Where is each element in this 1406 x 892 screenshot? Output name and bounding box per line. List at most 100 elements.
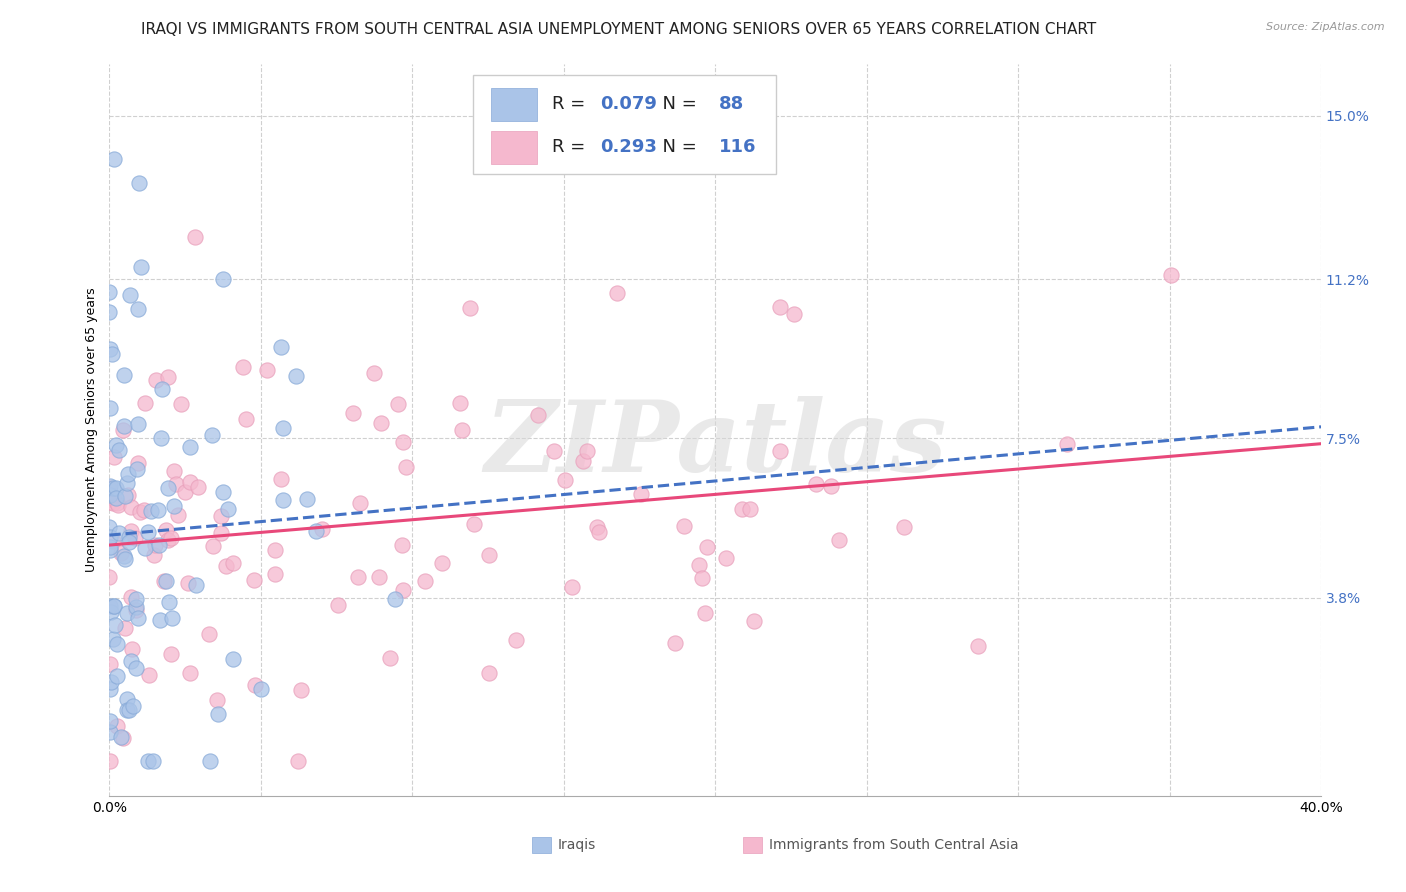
Point bbox=[297, 492, 319, 507]
Point bbox=[127, 611, 149, 625]
Point bbox=[120, 288, 142, 302]
Point bbox=[142, 754, 165, 768]
Point bbox=[98, 494, 121, 508]
Point bbox=[561, 580, 583, 594]
Point bbox=[271, 492, 294, 507]
Point bbox=[543, 443, 565, 458]
Point bbox=[124, 599, 146, 614]
Point bbox=[143, 548, 166, 562]
Point bbox=[347, 570, 370, 584]
Point bbox=[478, 665, 501, 680]
Point bbox=[118, 530, 141, 544]
Point bbox=[527, 408, 550, 422]
Point bbox=[270, 472, 292, 486]
FancyBboxPatch shape bbox=[491, 87, 537, 120]
Point bbox=[114, 489, 136, 503]
Point bbox=[118, 703, 141, 717]
Point bbox=[828, 533, 851, 548]
Point bbox=[782, 306, 804, 320]
Point bbox=[768, 300, 790, 314]
Point bbox=[117, 476, 139, 491]
Point bbox=[378, 650, 401, 665]
Point bbox=[149, 431, 172, 445]
Point bbox=[105, 669, 128, 683]
Point bbox=[127, 417, 149, 431]
Point bbox=[114, 552, 136, 566]
Point bbox=[103, 152, 125, 166]
Point bbox=[163, 464, 186, 478]
Point bbox=[101, 481, 124, 495]
Point bbox=[270, 340, 292, 354]
Point bbox=[1160, 268, 1182, 282]
Point bbox=[163, 500, 186, 514]
Point bbox=[156, 369, 179, 384]
Point bbox=[342, 406, 364, 420]
Point bbox=[98, 599, 121, 613]
Y-axis label: Unemployment Among Seniors over 65 years: Unemployment Among Seniors over 65 years bbox=[86, 287, 98, 572]
Point bbox=[264, 567, 287, 582]
Point bbox=[166, 508, 188, 523]
Point bbox=[690, 571, 713, 585]
Point bbox=[207, 693, 229, 707]
Point bbox=[117, 488, 139, 502]
Point bbox=[395, 459, 418, 474]
Point bbox=[384, 592, 406, 607]
Point bbox=[156, 533, 179, 548]
Point bbox=[264, 543, 287, 558]
Point bbox=[134, 396, 156, 410]
Text: Iraqis: Iraqis bbox=[558, 838, 596, 852]
Point bbox=[209, 525, 232, 540]
Point bbox=[98, 401, 121, 415]
Point bbox=[112, 418, 135, 433]
Point bbox=[740, 502, 762, 516]
Point bbox=[695, 606, 717, 620]
Text: Immigrants from South Central Asia: Immigrants from South Central Asia bbox=[769, 838, 1018, 852]
Point bbox=[98, 570, 121, 584]
Point bbox=[136, 754, 159, 768]
Point bbox=[132, 503, 155, 517]
Point bbox=[413, 574, 436, 588]
Point bbox=[179, 475, 201, 489]
Point bbox=[122, 699, 145, 714]
Point bbox=[128, 505, 150, 519]
Point bbox=[716, 551, 738, 566]
Point bbox=[804, 477, 827, 491]
Point bbox=[505, 632, 527, 647]
Point bbox=[305, 524, 328, 539]
Point bbox=[112, 731, 135, 746]
Point bbox=[222, 556, 245, 570]
Point bbox=[101, 496, 124, 510]
Point bbox=[128, 176, 150, 190]
Point bbox=[98, 305, 121, 319]
Point bbox=[217, 502, 239, 516]
Point bbox=[112, 368, 135, 382]
Point bbox=[363, 367, 385, 381]
Point bbox=[159, 532, 181, 546]
Point bbox=[114, 621, 136, 635]
Point bbox=[98, 754, 121, 768]
Point bbox=[100, 657, 122, 671]
Point bbox=[155, 574, 177, 588]
Point bbox=[349, 496, 371, 510]
Point bbox=[98, 481, 121, 495]
Point bbox=[120, 500, 142, 514]
Point bbox=[112, 424, 135, 438]
Point bbox=[103, 450, 125, 464]
Point bbox=[392, 435, 415, 450]
Text: 116: 116 bbox=[718, 138, 756, 156]
Point bbox=[124, 531, 146, 545]
Point bbox=[184, 578, 207, 592]
Point bbox=[326, 599, 349, 613]
Point bbox=[207, 707, 229, 722]
Point bbox=[256, 362, 278, 376]
Point bbox=[588, 525, 610, 540]
Point bbox=[576, 444, 599, 458]
Point bbox=[105, 496, 128, 510]
Point bbox=[120, 524, 142, 538]
Point bbox=[103, 599, 125, 614]
Point bbox=[98, 478, 121, 492]
Point bbox=[458, 301, 481, 315]
Point bbox=[98, 285, 121, 299]
Point bbox=[143, 537, 166, 551]
Point bbox=[121, 642, 143, 657]
